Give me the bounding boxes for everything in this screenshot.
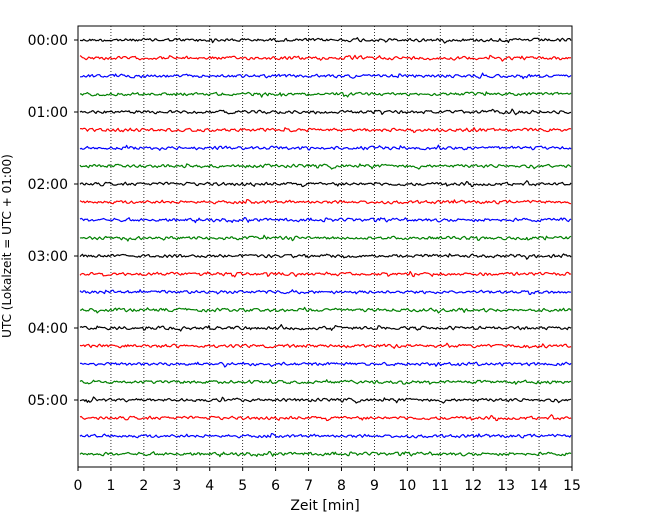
x-tick-label-13: 13 xyxy=(497,478,515,494)
plot-frame xyxy=(77,25,573,468)
trace-9 xyxy=(79,199,572,205)
trace-10 xyxy=(79,217,572,224)
x-tick-label-11: 11 xyxy=(431,478,449,494)
x-tick-label-0: 0 xyxy=(74,478,83,494)
trace-14 xyxy=(79,289,572,295)
trace-3 xyxy=(79,91,572,98)
y-tick-label-5: 05:00 xyxy=(28,393,68,409)
trace-16 xyxy=(79,324,572,332)
x-tick-label-1: 1 xyxy=(106,478,115,494)
y-axis-label: UTC (Lokalzeit = UTC + 01:00) xyxy=(0,154,14,338)
trace-18 xyxy=(79,361,572,368)
x-tick-label-15: 15 xyxy=(563,478,581,494)
trace-22 xyxy=(79,433,572,439)
trace-11 xyxy=(79,234,572,242)
x-tick-label-2: 2 xyxy=(139,478,148,494)
trace-5 xyxy=(79,127,572,134)
x-tick-label-7: 7 xyxy=(304,478,313,494)
trace-0 xyxy=(79,37,572,44)
trace-17 xyxy=(79,342,572,349)
x-tick-label-3: 3 xyxy=(172,478,181,494)
trace-23 xyxy=(79,451,572,458)
y-axis: 00:00 01:00 02:00 03:00 04:00 05:00 xyxy=(28,33,78,409)
x-tick-label-5: 5 xyxy=(238,478,247,494)
trace-6 xyxy=(79,144,572,151)
trace-group xyxy=(79,37,572,458)
x-tick-label-8: 8 xyxy=(337,478,346,494)
trace-4 xyxy=(79,108,572,116)
trace-19 xyxy=(79,379,572,385)
trace-7 xyxy=(79,163,572,170)
y-tick-label-2: 02:00 xyxy=(28,177,68,193)
x-axis-label: Zeit [min] xyxy=(290,498,359,514)
x-tick-label-14: 14 xyxy=(530,478,548,494)
trace-2 xyxy=(80,72,572,80)
y-tick-label-4: 04:00 xyxy=(28,321,68,337)
x-tick-label-12: 12 xyxy=(464,478,482,494)
x-tick-label-10: 10 xyxy=(398,478,416,494)
trace-8 xyxy=(79,180,572,188)
y-tick-label-3: 03:00 xyxy=(28,249,68,265)
x-tick-label-6: 6 xyxy=(271,478,280,494)
x-tick-label-9: 9 xyxy=(370,478,379,494)
x-axis: 0 1 2 3 4 5 6 7 8 9 10 11 12 13 14 15 xyxy=(74,467,581,494)
trace-15 xyxy=(79,306,572,314)
x-tick-label-4: 4 xyxy=(205,478,214,494)
trace-20 xyxy=(79,396,572,404)
trace-21 xyxy=(79,414,572,422)
trace-12 xyxy=(79,253,572,260)
trace-13 xyxy=(79,270,572,278)
y-tick-label-0: 00:00 xyxy=(28,33,68,49)
y-tick-label-1: 01:00 xyxy=(28,105,68,121)
trace-1 xyxy=(79,54,572,62)
